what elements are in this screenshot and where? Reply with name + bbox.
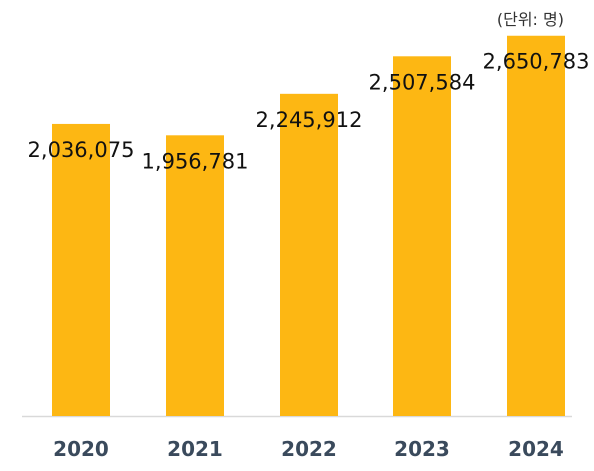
- x-tick-label-2022: 2022: [281, 437, 337, 461]
- x-tick-label-2024: 2024: [508, 437, 564, 461]
- value-label-2020: 2,036,075: [28, 138, 135, 162]
- x-tick-label-2023: 2023: [394, 437, 450, 461]
- bar-2022: [280, 93, 338, 417]
- unit-label: (단위: 명): [496, 10, 564, 29]
- x-tick-label-2020: 2020: [53, 437, 109, 461]
- value-label-2023: 2,507,584: [369, 70, 476, 94]
- bar-2024: [507, 35, 565, 416]
- value-label-2022: 2,245,912: [256, 108, 363, 132]
- bar-2021: [166, 135, 224, 416]
- x-tick-label-2021: 2021: [167, 437, 223, 461]
- value-label-2021: 1,956,781: [142, 149, 249, 173]
- bar-2020: [52, 123, 110, 416]
- bar-2023: [393, 56, 451, 417]
- value-label-2024: 2,650,783: [483, 50, 590, 74]
